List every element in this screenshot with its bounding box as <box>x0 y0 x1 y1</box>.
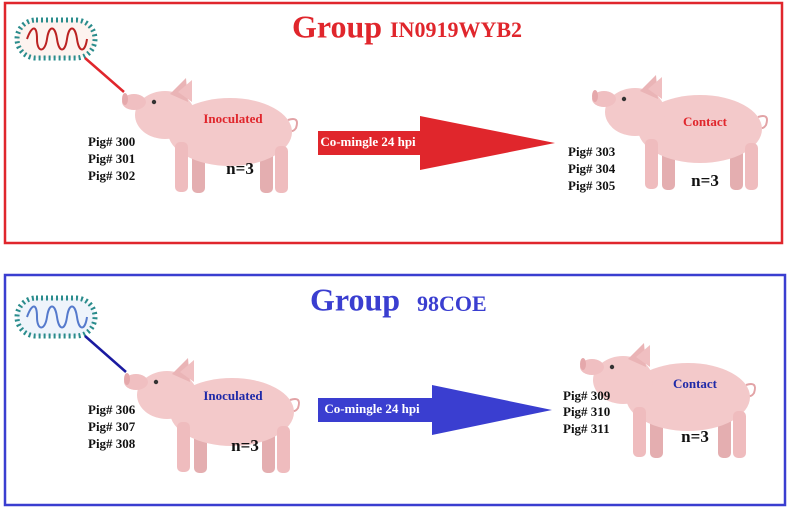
n-count: n=3 <box>691 171 719 190</box>
strain: IN0919WYB2 <box>390 17 522 42</box>
pig-id: Pig# 300 <box>88 134 135 149</box>
pig-id: Pig# 305 <box>568 178 616 193</box>
pig-id: Pig# 309 <box>563 388 611 403</box>
inoculated-label: Inoculated <box>203 388 263 403</box>
virus-icon <box>17 20 95 58</box>
pig-id: Pig# 304 <box>568 161 616 176</box>
group-title: Group <box>292 8 382 44</box>
arrow-label: Co-mingle 24 hpi <box>320 134 416 149</box>
pig-inoculated <box>123 357 300 474</box>
pig-inoculated <box>121 77 298 194</box>
pig-id: Pig# 307 <box>88 419 136 434</box>
group-panel: Group 98COE Inoculated Pig# 306 Pig# 307… <box>3 273 787 507</box>
group-title: Group <box>310 281 400 317</box>
contact-label: Contact <box>683 114 728 129</box>
inoculated-label: Inoculated <box>203 111 263 126</box>
arrow <box>318 385 552 435</box>
n-count: n=3 <box>231 436 259 455</box>
pig-id: Pig# 306 <box>88 402 136 417</box>
group-panel: Group IN0919WYB2 Inoculated Pig# 300 Pig… <box>3 1 784 245</box>
arrow-label: Co-mingle 24 hpi <box>324 401 420 416</box>
pig-id: Pig# 310 <box>563 404 610 419</box>
virus-icon <box>17 298 95 336</box>
strain: 98COE <box>417 291 487 316</box>
pig-id: Pig# 308 <box>88 436 136 451</box>
pig-id: Pig# 311 <box>563 421 610 436</box>
contact-label: Contact <box>673 376 718 391</box>
arrow <box>318 116 555 170</box>
pig-contact <box>591 74 768 191</box>
n-count: n=3 <box>681 427 709 446</box>
pig-id: Pig# 302 <box>88 168 135 183</box>
pig-id: Pig# 301 <box>88 151 135 166</box>
n-count: n=3 <box>226 159 254 178</box>
pig-id: Pig# 303 <box>568 144 616 159</box>
